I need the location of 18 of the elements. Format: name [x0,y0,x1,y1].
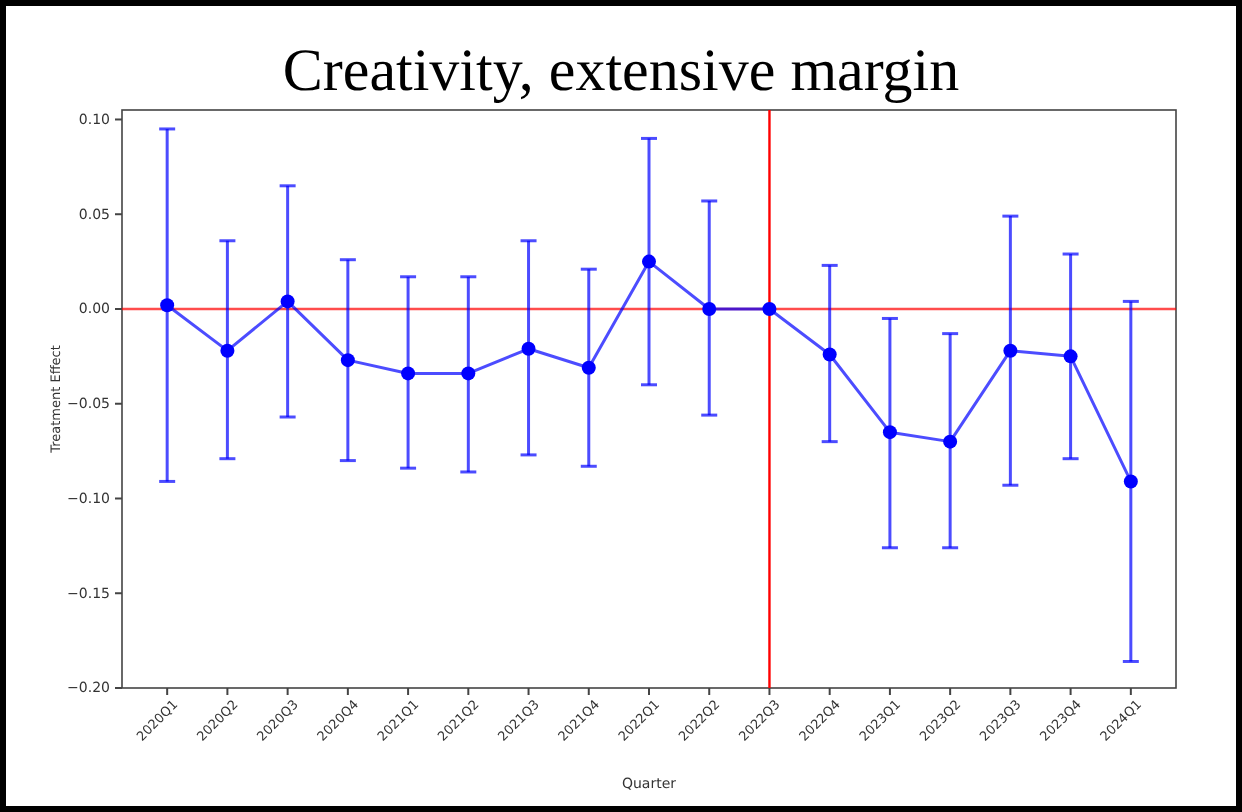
point [882,425,897,440]
point [160,298,175,313]
point [340,353,355,368]
point [642,254,656,269]
point [702,301,717,316]
point [1003,343,1018,358]
point [943,434,958,449]
point [762,301,777,316]
point [461,366,476,381]
chart-title: Creativity, extensive margin [282,38,960,104]
point [521,341,536,356]
point [220,343,235,358]
point [401,366,416,381]
point [581,360,596,375]
point [1123,474,1138,489]
point [1063,349,1078,364]
point [280,294,295,309]
point [822,347,837,362]
